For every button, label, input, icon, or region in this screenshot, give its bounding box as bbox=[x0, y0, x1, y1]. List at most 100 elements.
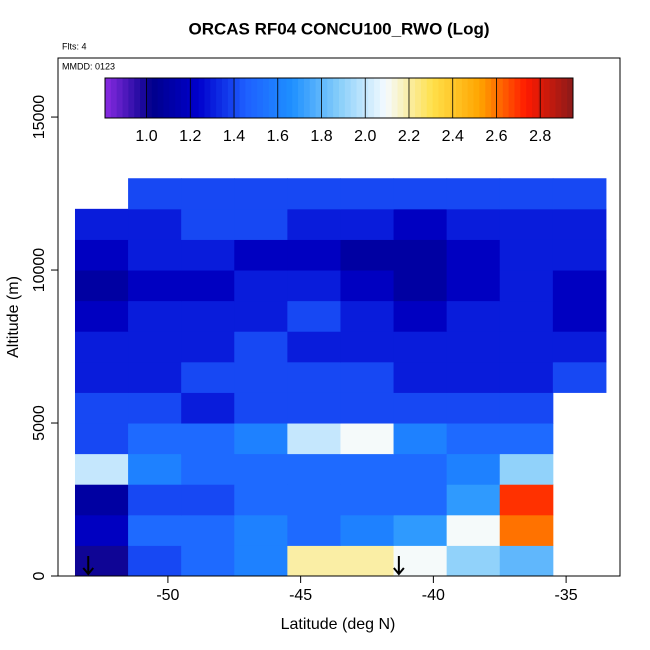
heat-cell bbox=[340, 208, 395, 240]
colorbar-swatch bbox=[520, 78, 527, 118]
heat-cell bbox=[128, 208, 182, 240]
colorbar-frame bbox=[104, 77, 574, 119]
heat-cell bbox=[74, 453, 129, 485]
colorbar-swatch bbox=[257, 78, 264, 118]
heat-cell bbox=[74, 514, 129, 546]
annotation: MMDD: 0123 bbox=[62, 61, 115, 71]
colorbar-swatch bbox=[473, 78, 480, 118]
heat-cell bbox=[128, 484, 182, 516]
heat-cell bbox=[393, 331, 448, 363]
colorbar-tick-label: 1.0 bbox=[135, 128, 157, 145]
colorbar-swatch bbox=[374, 78, 381, 118]
y-tick-label: 5000 bbox=[31, 405, 48, 441]
heat-cell bbox=[340, 331, 395, 363]
plot-frame bbox=[57, 57, 621, 577]
colorbar-swatch bbox=[198, 78, 205, 118]
colorbar-swatch bbox=[420, 78, 428, 118]
colorbar-swatch bbox=[344, 78, 352, 118]
heat-cell bbox=[128, 300, 182, 332]
heat-cell bbox=[499, 270, 554, 302]
flight-arrow bbox=[82, 556, 95, 576]
heat-cell bbox=[446, 453, 501, 485]
colorbar-swatch bbox=[315, 78, 322, 118]
colorbar-swatch bbox=[379, 78, 387, 118]
y-axis-label: Altitude (m) bbox=[5, 276, 22, 358]
heat-cell bbox=[552, 361, 607, 393]
heat-cell bbox=[74, 484, 129, 516]
heat-cell bbox=[128, 270, 182, 302]
colorbar-swatch bbox=[496, 78, 504, 118]
colorbar-swatch bbox=[456, 78, 463, 118]
colorbar-swatch bbox=[227, 78, 235, 118]
heat-cell bbox=[287, 514, 341, 546]
colorbar-swatch bbox=[543, 78, 551, 118]
colorbar-tick-label: 1.4 bbox=[223, 128, 245, 145]
colorbar-swatch bbox=[502, 78, 510, 118]
heat-cell bbox=[499, 239, 554, 271]
heat-cell bbox=[499, 392, 554, 424]
heat-cell bbox=[552, 300, 607, 332]
heat-cell bbox=[446, 484, 501, 516]
heat-cell bbox=[499, 331, 554, 363]
heat-cell bbox=[340, 270, 395, 302]
heat-cell bbox=[393, 239, 448, 271]
heat-cell bbox=[181, 300, 235, 332]
heat-cell bbox=[340, 178, 395, 210]
heat-cell bbox=[287, 270, 341, 302]
colorbar-swatch bbox=[163, 78, 170, 118]
heat-cell bbox=[552, 331, 607, 363]
colorbar-swatch bbox=[415, 78, 422, 118]
heat-cell bbox=[74, 208, 129, 240]
heat-cell bbox=[499, 178, 554, 210]
colorbar-swatch bbox=[157, 78, 164, 118]
colorbar-swatch bbox=[549, 78, 556, 118]
heat-cell bbox=[74, 331, 129, 363]
colorbar-swatch bbox=[485, 78, 492, 118]
colorbar-tick-label: 2.2 bbox=[398, 128, 420, 145]
colorbar-swatch bbox=[268, 78, 276, 118]
colorbar-tick-label: 1.6 bbox=[267, 128, 289, 145]
heat-cell bbox=[287, 392, 341, 424]
heat-cell bbox=[234, 208, 288, 240]
colorbar-swatch bbox=[251, 78, 258, 118]
heat-cell bbox=[74, 239, 129, 271]
heat-cell bbox=[499, 361, 554, 393]
heat-cell bbox=[234, 484, 288, 516]
heat-cell bbox=[287, 361, 341, 393]
colorbar-swatch bbox=[280, 78, 287, 118]
colorbar-swatch bbox=[397, 78, 404, 118]
x-tick-label: -45 bbox=[289, 587, 312, 604]
heat-cell bbox=[287, 453, 341, 485]
colorbar-swatch bbox=[444, 78, 451, 118]
heat-cell bbox=[446, 208, 501, 240]
heat-cell bbox=[287, 545, 341, 577]
colorbar-swatch bbox=[222, 78, 229, 118]
colorbar-swatch bbox=[233, 78, 241, 118]
colorbar-swatch bbox=[192, 78, 200, 118]
heat-cell bbox=[234, 270, 288, 302]
heat-cell bbox=[393, 423, 448, 455]
heat-cell bbox=[74, 270, 129, 302]
colorbar-swatch bbox=[333, 78, 340, 118]
y-tick-label: 0 bbox=[31, 571, 48, 580]
heat-cell bbox=[340, 545, 395, 577]
heat-cell bbox=[499, 514, 554, 546]
colorbar-swatch bbox=[514, 78, 521, 118]
colorbar-tick-label: 1.8 bbox=[310, 128, 332, 145]
heat-cell bbox=[74, 545, 129, 577]
heat-cell bbox=[181, 514, 235, 546]
heat-cell bbox=[181, 178, 235, 210]
heat-cell bbox=[499, 300, 554, 332]
heat-cell bbox=[128, 178, 182, 210]
colorbar-swatch bbox=[181, 78, 188, 118]
heat-cell bbox=[74, 361, 129, 393]
colorbar-tick-label: 2.8 bbox=[529, 128, 551, 145]
colorbar-swatch bbox=[122, 78, 129, 118]
heat-cell bbox=[393, 392, 448, 424]
colorbar-swatch bbox=[567, 78, 574, 118]
colorbar-swatch bbox=[561, 78, 568, 118]
heat-cell bbox=[181, 270, 235, 302]
heat-cell bbox=[446, 514, 501, 546]
heat-cell bbox=[128, 453, 182, 485]
